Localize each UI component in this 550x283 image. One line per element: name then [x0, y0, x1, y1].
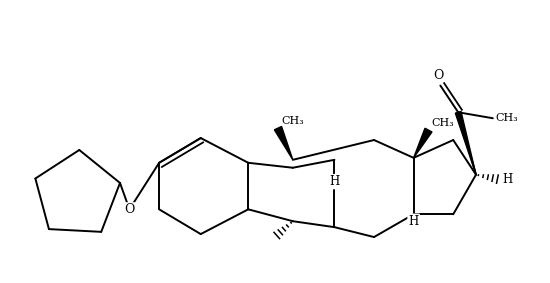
Polygon shape — [455, 112, 476, 175]
Text: H: H — [329, 175, 339, 188]
Text: O: O — [124, 203, 135, 216]
Polygon shape — [274, 127, 293, 160]
Text: CH₃: CH₃ — [281, 116, 304, 126]
Text: H: H — [409, 215, 419, 228]
Text: CH₃: CH₃ — [496, 113, 519, 123]
Text: H: H — [503, 173, 513, 186]
Polygon shape — [414, 128, 432, 158]
Text: O: O — [433, 68, 443, 82]
Text: CH₃: CH₃ — [431, 118, 454, 128]
